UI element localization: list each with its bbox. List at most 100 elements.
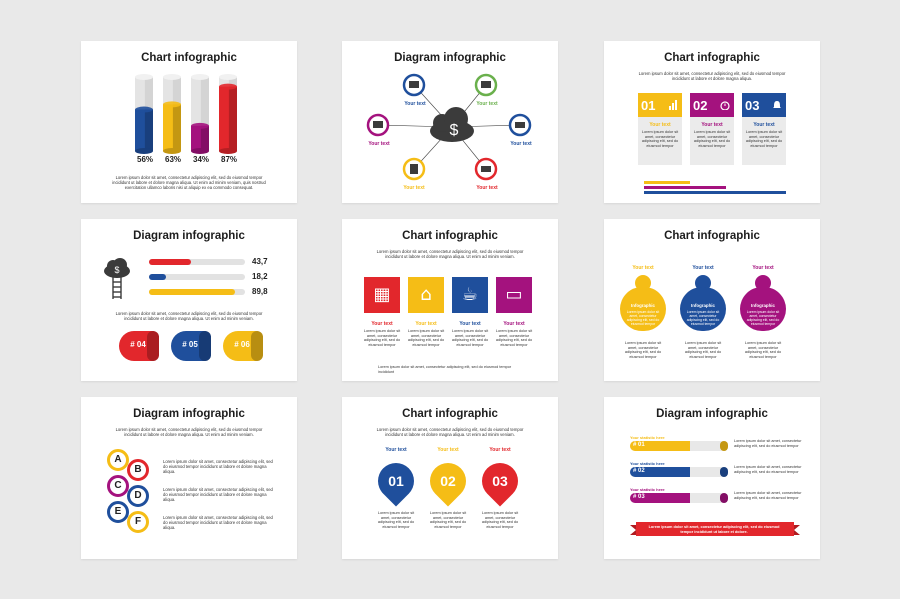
card-number: 02 (693, 98, 708, 113)
item-text-3: Lorem ipsum dolor sit amet, consectetur … (163, 515, 273, 530)
tag-label: # 04 (130, 340, 146, 349)
letter-f: F (127, 511, 149, 533)
cloud-dollar-icon: $ (430, 107, 474, 142)
progress-list: 43,7 18,2 89,8 (149, 257, 289, 301)
body-text: Lorem ipsum dolor sit amet, consectetur … (376, 249, 524, 259)
drop-number: 01 (388, 473, 404, 489)
row-tag: # 01 (633, 442, 645, 448)
person-inner-text: Lorem ipsum dolor sit amet, consectetur … (686, 310, 720, 326)
slide-1[interactable]: Chart infographic 56% 63% 34% 87% Lorem … (81, 41, 297, 203)
slide-7[interactable]: Diagram infographic Lorem ipsum dolor si… (81, 397, 297, 559)
bar-chart-icon (669, 100, 677, 110)
person-desc: Lorem ipsum dolor sit amet, consectetur … (684, 341, 722, 359)
drop-desc: Lorem ipsum dolor sit amet, consectetur … (481, 511, 519, 529)
money-icon (508, 113, 532, 137)
document-icon (402, 157, 426, 181)
slide-2[interactable]: Diagram infographic $ Your text Your tex… (342, 41, 558, 203)
tile-label: Your text (459, 321, 481, 327)
slide-9[interactable]: Diagram infographic Your statistic here #… (604, 397, 820, 559)
slide-5[interactable]: Chart infographic Lorem ipsum dolor sit … (342, 219, 558, 381)
bell-icon (773, 101, 781, 108)
node-label-2: Your text (476, 101, 498, 107)
body-text: Lorem ipsum dolor sit amet, consectetur … (115, 427, 263, 437)
letter-a: A (107, 449, 129, 471)
slide-title: Chart infographic (664, 230, 760, 242)
card-label: Your text (649, 122, 671, 128)
tag-edge (147, 331, 159, 361)
slide-3[interactable]: Chart infographic Lorem ipsum dolor sit … (604, 41, 820, 203)
drop-number: 02 (440, 473, 456, 489)
monitor-icon (402, 73, 426, 97)
person-inner-text: Lorem ipsum dolor sit amet, consectetur … (746, 310, 780, 326)
row-head: Your statistic here (630, 461, 665, 466)
row-head: Your statistic here (630, 487, 665, 492)
cash-icon (474, 157, 498, 181)
icon-tiles: ▦ Your text Lorem ipsum dolor sit amet, co… (360, 277, 540, 357)
tile-label: Your text (415, 321, 437, 327)
slide-title: Chart infographic (402, 230, 498, 242)
progress-fill (149, 259, 191, 265)
row-fill (630, 441, 690, 451)
node-label-5: Your text (403, 185, 425, 191)
card-desc: Lorem ipsum dolor sit amet, consectetur … (745, 130, 783, 148)
person-label: Your text (632, 265, 654, 271)
slide-title: Chart infographic (664, 52, 760, 64)
cloud-ladder-icon: $ (104, 258, 130, 299)
person-body (620, 287, 666, 331)
drop-label: Your text (385, 447, 407, 453)
laptop-icon: ▭ (496, 277, 532, 313)
slide-title: Diagram infographic (133, 408, 245, 420)
slide-8[interactable]: Chart infographic Lorem ipsum dolor sit … (342, 397, 558, 559)
row-cap (720, 467, 728, 477)
row-tag: # 03 (633, 494, 645, 500)
banner-ribbon (630, 522, 800, 536)
progress-row: 43,7 (149, 257, 289, 267)
tile-label: Your text (503, 321, 525, 327)
body-text: Lorem ipsum dolor sit amet, consectetur … (638, 71, 786, 81)
bar-3 (191, 74, 209, 154)
people-list: Your text Infographic Lorem ipsum dolor si… (618, 265, 808, 375)
body-text: Lorem ipsum dolor sit amet, consectetur … (112, 175, 266, 190)
person-inner-text: Lorem ipsum dolor sit amet, consectetur … (626, 310, 660, 326)
calendar-icon: ▦ (364, 277, 400, 313)
footnote: Lorem ipsum dolor sit amet, consectetur … (378, 365, 512, 374)
row-cap (720, 493, 728, 503)
person-desc: Lorem ipsum dolor sit amet, consectetur … (624, 341, 662, 359)
drop-label: Your text (489, 447, 511, 453)
person-label: Your text (752, 265, 774, 271)
progress-fill (149, 289, 236, 295)
coffee-icon: ☕ (452, 277, 488, 313)
progress-track (149, 274, 245, 280)
progress-value: 18,2 (252, 272, 268, 281)
progress-row: 89,8 (149, 287, 289, 297)
tag-edge (199, 331, 211, 361)
row-fill (630, 467, 690, 477)
tile-desc: Lorem ipsum dolor sit amet, consectetur … (407, 329, 445, 347)
row-head: Your statistic here (630, 435, 665, 440)
body-text: Lorem ipsum dolor sit amet, consectetur … (376, 427, 524, 437)
slide-6[interactable]: Chart infographic Your text Infographic Lo… (604, 219, 820, 381)
svg-text:$: $ (114, 265, 119, 275)
slide-title: Diagram infographic (656, 408, 768, 420)
stopwatch-icon (720, 101, 730, 110)
tag-label: # 06 (234, 340, 250, 349)
tag-label: # 05 (182, 340, 198, 349)
card-label: Your text (701, 122, 723, 128)
banner-text: Lorem ipsum dolor sit amet, consectetur … (648, 525, 780, 534)
progress-fill (149, 274, 167, 280)
item-text-1: Lorem ipsum dolor sit amet, consectetur … (163, 459, 273, 474)
tag-edge (251, 331, 263, 361)
card-3: 03 Your text Lorem ipsum dolor sit amet,… (742, 93, 786, 165)
bar-label-1: 56% (137, 155, 154, 164)
drop-label: Your text (437, 447, 459, 453)
tag-3: # 06 (223, 331, 263, 361)
slide-4[interactable]: Diagram infographic $ 43,7 18,2 89,8 Lorem… (81, 219, 297, 381)
progress-track (149, 259, 245, 265)
tile-desc: Lorem ipsum dolor sit amet, consectetur … (363, 329, 401, 347)
svg-text:$: $ (450, 122, 459, 139)
tag-2: # 05 (171, 331, 211, 361)
slide-title: Diagram infographic (133, 230, 245, 242)
body-text: Lorem ipsum dolor sit amet, consectetur … (115, 311, 263, 321)
card-number: 01 (641, 98, 656, 113)
card-2: 02 Your text Lorem ipsum dolor sit amet,… (690, 93, 734, 165)
